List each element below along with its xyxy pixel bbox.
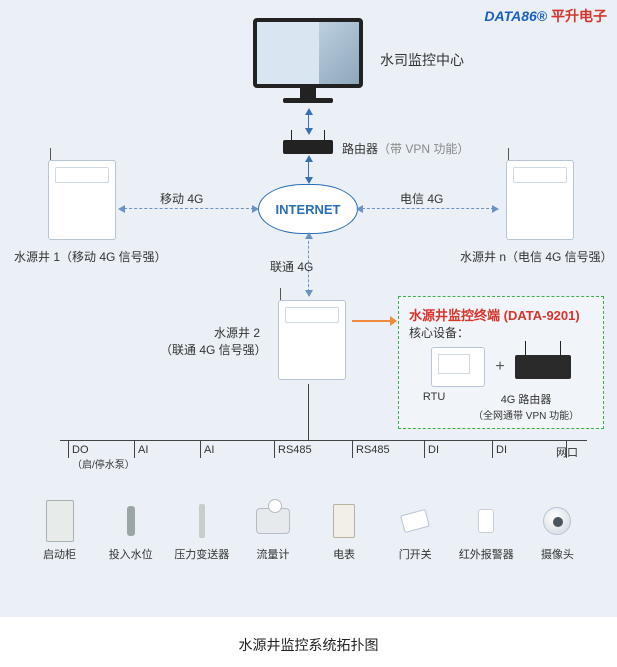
door-switch-icon <box>400 509 430 533</box>
well-1-terminal <box>42 160 122 240</box>
terminal-icon <box>506 160 574 240</box>
monitor-node <box>248 18 368 103</box>
router-icon <box>283 140 333 154</box>
link-right-label: 电信 4G <box>400 190 443 207</box>
drop-net: 网口 <box>556 444 578 460</box>
well-1-label: 水源井 1（移动 4G 信号强） <box>14 248 167 265</box>
drop-di-1: DI <box>428 444 439 456</box>
link-down-label: 联通 4G <box>270 258 313 275</box>
brand-id: DATA86 <box>484 8 536 24</box>
device-bus <box>60 440 587 441</box>
monitor-icon <box>253 18 363 88</box>
drop-rs485-2: RS485 <box>356 444 390 456</box>
link-right <box>362 208 494 209</box>
4g-router-label: 4G 路由器 <box>501 394 552 406</box>
link-left-label: 移动 4G <box>160 190 203 207</box>
internet-cloud: INTERNET <box>258 184 358 234</box>
dev-pressure: 压力变送器 <box>172 500 232 562</box>
plus-icon: + <box>495 358 504 376</box>
pressure-icon <box>199 504 205 538</box>
router-label: 路由器（带 VPN 功能） <box>342 140 469 157</box>
level-probe-icon <box>127 506 135 536</box>
vpn-router-node <box>283 140 333 154</box>
dev-door: 门开关 <box>385 500 445 562</box>
topology-canvas: DATA86® 平升电子 水司监控中心 路由器（带 VPN 功能） INTERN… <box>0 0 617 617</box>
dev-alarm: 红外报警器 <box>456 500 516 562</box>
detail-arrow <box>352 320 390 322</box>
brand-logo: DATA86® 平升电子 <box>484 6 607 26</box>
drop-rs485-1: RS485 <box>278 444 312 456</box>
meter-icon <box>333 504 355 538</box>
drop-ai-1: AI <box>138 444 148 456</box>
reg-mark: ® <box>537 8 547 24</box>
drop-do: DO <box>72 444 89 456</box>
brand-name: 平升电子 <box>551 8 607 24</box>
flowmeter-icon <box>256 508 290 534</box>
cabinet-icon <box>46 500 74 542</box>
figure-caption: 水源井监控系统拓扑图 <box>0 617 617 655</box>
dev-flow: 流量计 <box>243 500 303 562</box>
well-2-label: 水源井 2 （联通 4G 信号强） <box>160 324 260 358</box>
detail-sub: 核心设备： <box>409 324 593 341</box>
detail-title: 水源井监控终端 (DATA-9201) <box>409 305 593 324</box>
ir-alarm-icon <box>478 509 494 533</box>
dev-meter: 电表 <box>314 500 374 562</box>
4g-router-icon <box>515 355 571 379</box>
well-2-terminal <box>272 300 352 380</box>
drop-ai-2: AI <box>204 444 214 456</box>
link-left <box>124 208 254 209</box>
terminal-icon <box>48 160 116 240</box>
device-row: 启动柜 投入水位 压力变送器 流量计 电表 门开关 红外报警器 摄像头 <box>0 500 617 562</box>
rtu-icon <box>431 347 485 387</box>
well-n-terminal <box>500 160 580 240</box>
camera-icon <box>543 507 571 535</box>
4g-router-note: （全网通带 VPN 功能） <box>473 411 579 422</box>
terminal-icon <box>278 300 346 380</box>
dev-cabinet: 启动柜 <box>30 500 90 562</box>
well-n-label: 水源井 n（电信 4G 信号强） <box>460 248 613 265</box>
dev-level: 投入水位 <box>101 500 161 562</box>
cloud-icon: INTERNET <box>258 184 358 234</box>
drop-di-2: DI <box>496 444 507 456</box>
monitor-label: 水司监控中心 <box>380 50 464 70</box>
dev-camera: 摄像头 <box>527 500 587 562</box>
rtu-label: RTU <box>423 391 445 422</box>
terminal-detail-box: 水源井监控终端 (DATA-9201) 核心设备： + RTU 4G 路由器 （… <box>398 296 604 429</box>
